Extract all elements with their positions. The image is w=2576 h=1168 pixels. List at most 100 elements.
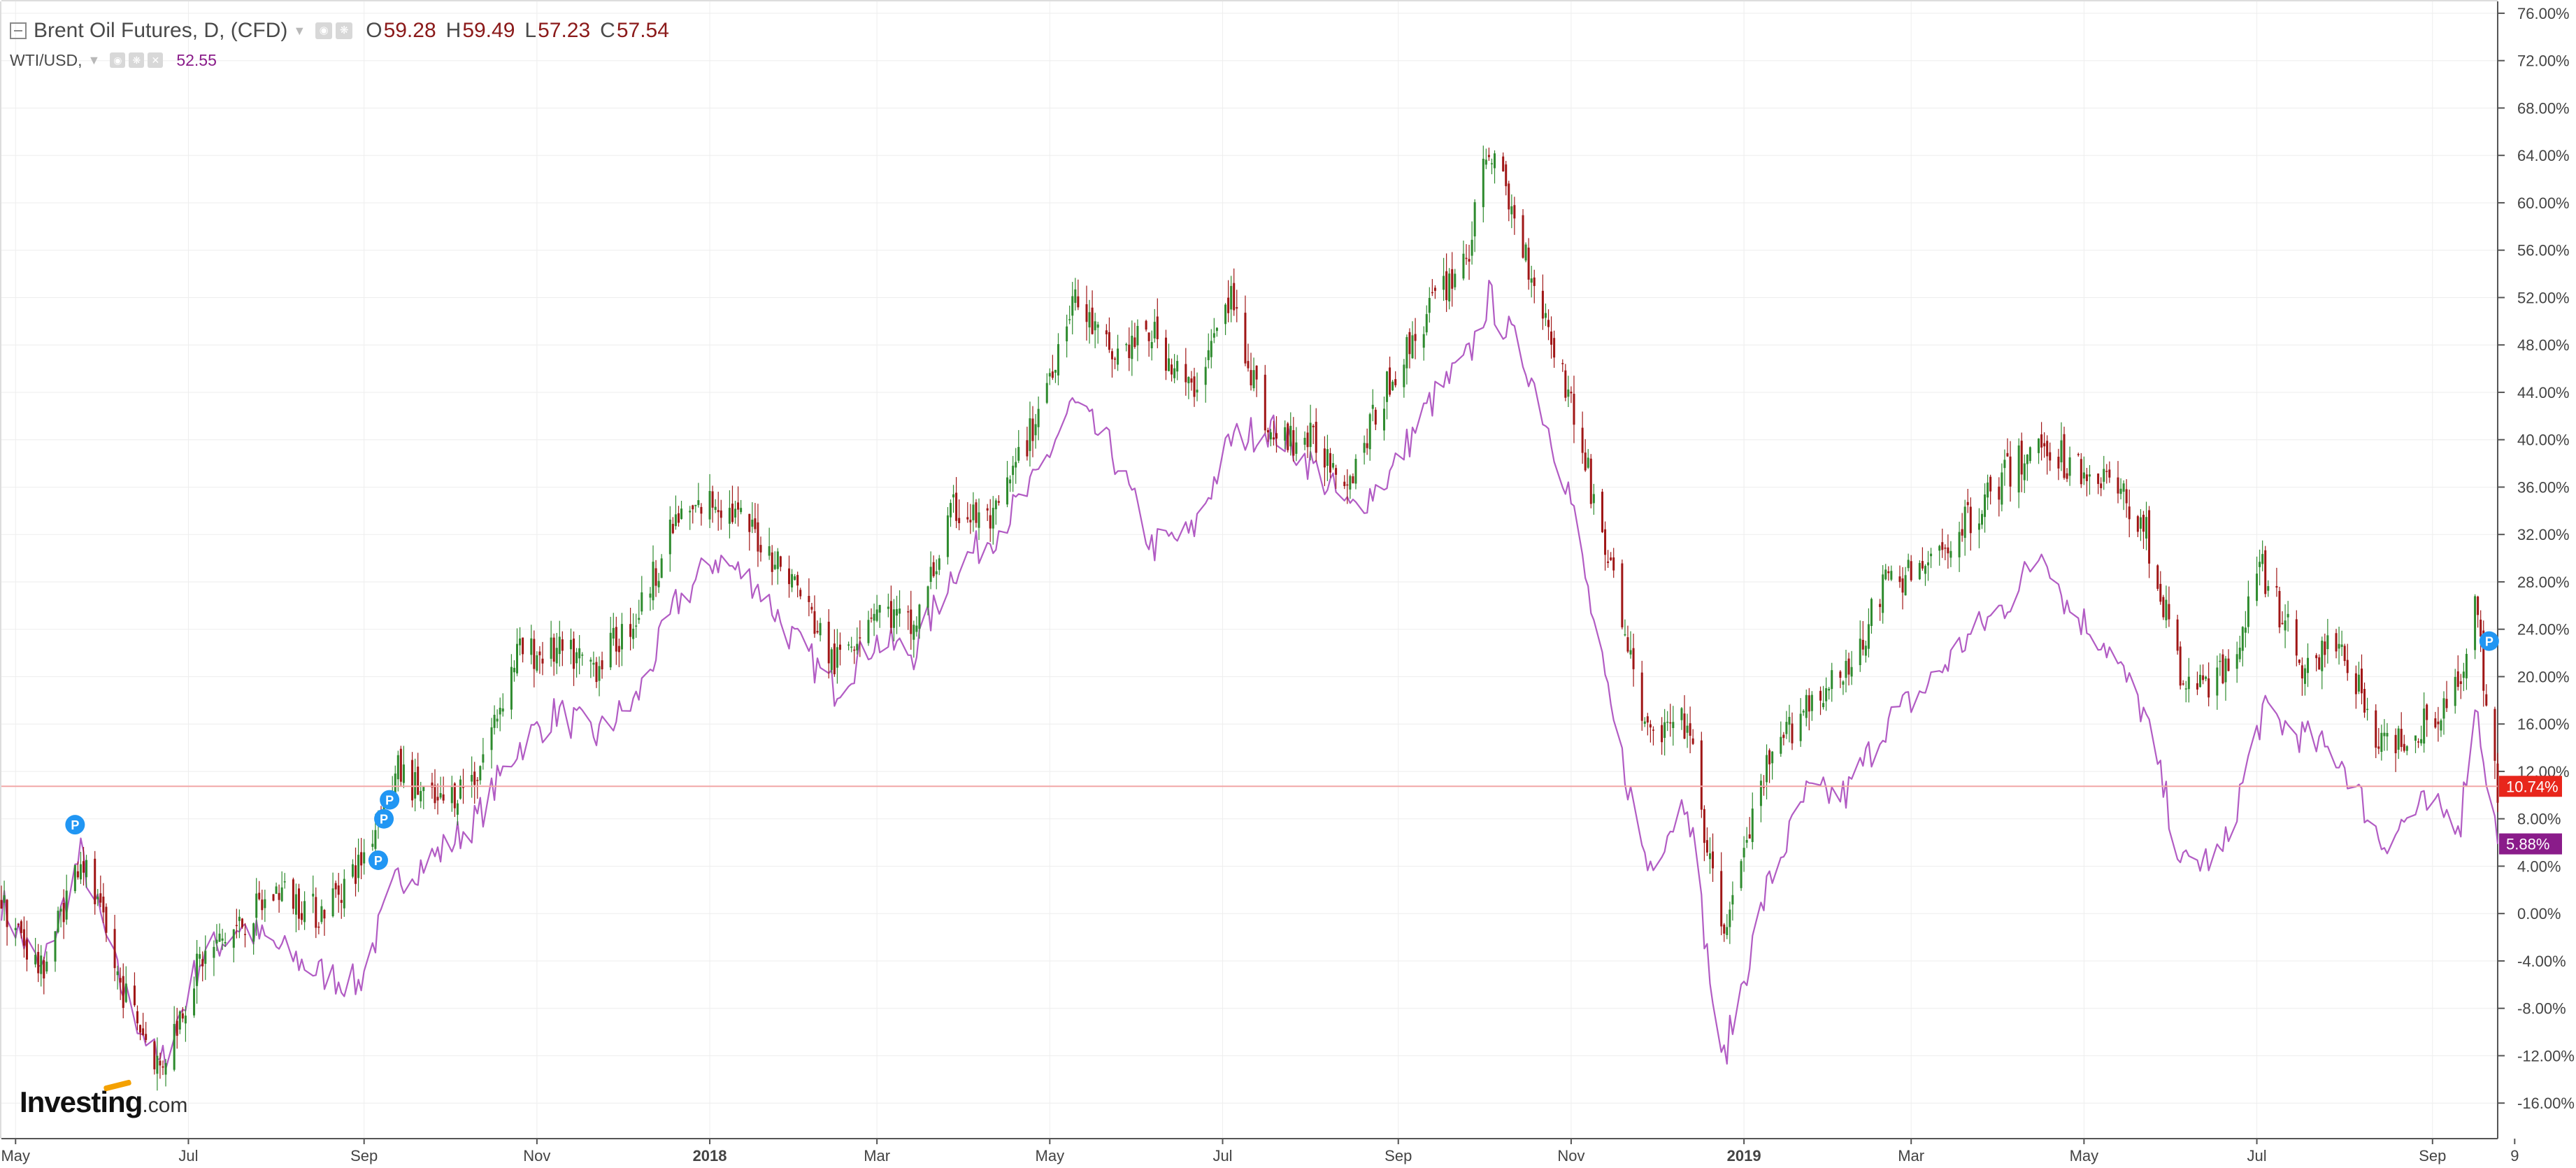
gear-icon[interactable]: ❋	[129, 52, 145, 68]
brent-candle	[1074, 278, 1077, 311]
brent-candle	[2208, 662, 2210, 706]
candle-body	[1941, 542, 1944, 550]
candle-body	[1987, 482, 1989, 498]
brent-candle	[1839, 670, 1842, 688]
candle-body	[1621, 563, 1624, 627]
candle-body	[1533, 277, 1536, 286]
brent-candle	[997, 494, 1000, 506]
compare-symbol[interactable]: WTI/USD,	[10, 50, 83, 69]
brent-candle	[1255, 365, 1258, 397]
candle-body	[1822, 703, 1825, 708]
brent-candle	[499, 697, 501, 732]
candle-body	[153, 1041, 156, 1069]
candle-body	[1110, 351, 1113, 359]
brent-candle	[2267, 580, 2270, 597]
brent-candle	[145, 1022, 148, 1043]
brent-candle	[1071, 282, 1074, 335]
candle-body	[748, 513, 751, 532]
brent-candle	[1292, 417, 1295, 462]
symbol-title[interactable]: Brent Oil Futures, D, (CFD)	[34, 19, 288, 42]
candle-body	[1944, 547, 1947, 549]
brent-candle	[1494, 150, 1496, 184]
brent-candle	[867, 611, 870, 646]
brent-candle	[1484, 148, 1487, 169]
brent-candle	[1884, 564, 1887, 581]
close-icon[interactable]: ✕	[148, 52, 164, 68]
candle-body	[1009, 479, 1012, 484]
candle-body	[1349, 476, 1352, 490]
candle-body	[317, 926, 320, 928]
brent-candle	[1389, 356, 1391, 397]
collapse-icon[interactable]	[10, 22, 27, 39]
brent-candle	[2259, 549, 2261, 585]
brent-candle	[892, 599, 895, 642]
brent-candle	[1236, 290, 1238, 322]
brent-candle	[59, 906, 62, 927]
brent-candle	[2300, 657, 2303, 696]
candle-body	[1391, 381, 1394, 390]
brent-candle	[2474, 594, 2477, 660]
gear-icon[interactable]: ❋	[336, 22, 353, 39]
candle-body	[1433, 287, 1436, 291]
candle-body	[422, 786, 425, 792]
brent-candle	[2168, 586, 2170, 627]
brent-candle	[1468, 244, 1471, 280]
brent-candle	[1864, 640, 1867, 663]
x-tick-label: Nov	[523, 1147, 550, 1165]
candle-body	[2202, 675, 2205, 681]
candle-body	[592, 662, 595, 665]
brent-candle	[1431, 278, 1433, 297]
candle-body	[1663, 722, 1666, 739]
brent-candle	[1150, 330, 1153, 361]
candle-body	[238, 916, 241, 921]
candle-body	[1825, 688, 1828, 701]
candle-body	[201, 959, 204, 967]
brent-candle	[280, 871, 283, 902]
brent-candle	[1204, 357, 1207, 403]
candle-body	[1185, 364, 1187, 383]
x-tick-label: 2018	[693, 1147, 727, 1165]
candle-body	[2227, 658, 2230, 671]
candle-body	[2221, 654, 2224, 683]
brent-candle	[1108, 317, 1110, 353]
candle-body	[791, 574, 794, 587]
settings-icon[interactable]: ◉	[315, 22, 333, 39]
brent-candle	[1740, 859, 1743, 891]
candle-body	[122, 976, 124, 1009]
brent-candle	[6, 899, 8, 946]
brent-candle	[1898, 565, 1901, 588]
candle-body	[1289, 425, 1292, 447]
brent-candle	[76, 861, 79, 880]
candle-body	[2493, 708, 2496, 761]
candle-body	[1168, 358, 1171, 371]
candle-body	[1723, 924, 1726, 934]
chevron-down-icon[interactable]: ▼	[87, 52, 101, 67]
brent-candle	[700, 503, 703, 526]
brent-candle	[218, 923, 221, 942]
brent-candle	[918, 604, 921, 639]
visibility-icon[interactable]: ◉	[110, 52, 126, 68]
brent-candle	[1128, 327, 1131, 371]
chevron-down-icon[interactable]: ▼	[293, 23, 306, 38]
brent-candle	[692, 504, 694, 524]
brent-candle	[1890, 565, 1893, 581]
candle-body	[2046, 441, 2049, 457]
brent-candle	[2097, 473, 2100, 494]
candle-body	[1326, 449, 1329, 467]
candle-body	[1610, 557, 1612, 560]
candle-body	[1867, 624, 1870, 649]
brent-candle	[283, 873, 286, 889]
brent-candle	[612, 613, 615, 646]
brent-candle	[1788, 704, 1791, 743]
candle-body	[136, 1011, 139, 1024]
x-tick-label: Jul	[2247, 1147, 2266, 1165]
brent-candle	[2287, 601, 2289, 632]
candle-body	[275, 886, 278, 894]
candle-body	[2496, 763, 2499, 803]
candle-body	[34, 955, 37, 964]
candle-body	[2142, 515, 2145, 532]
brent-candle	[2343, 643, 2346, 667]
candle-body	[1810, 695, 1813, 711]
